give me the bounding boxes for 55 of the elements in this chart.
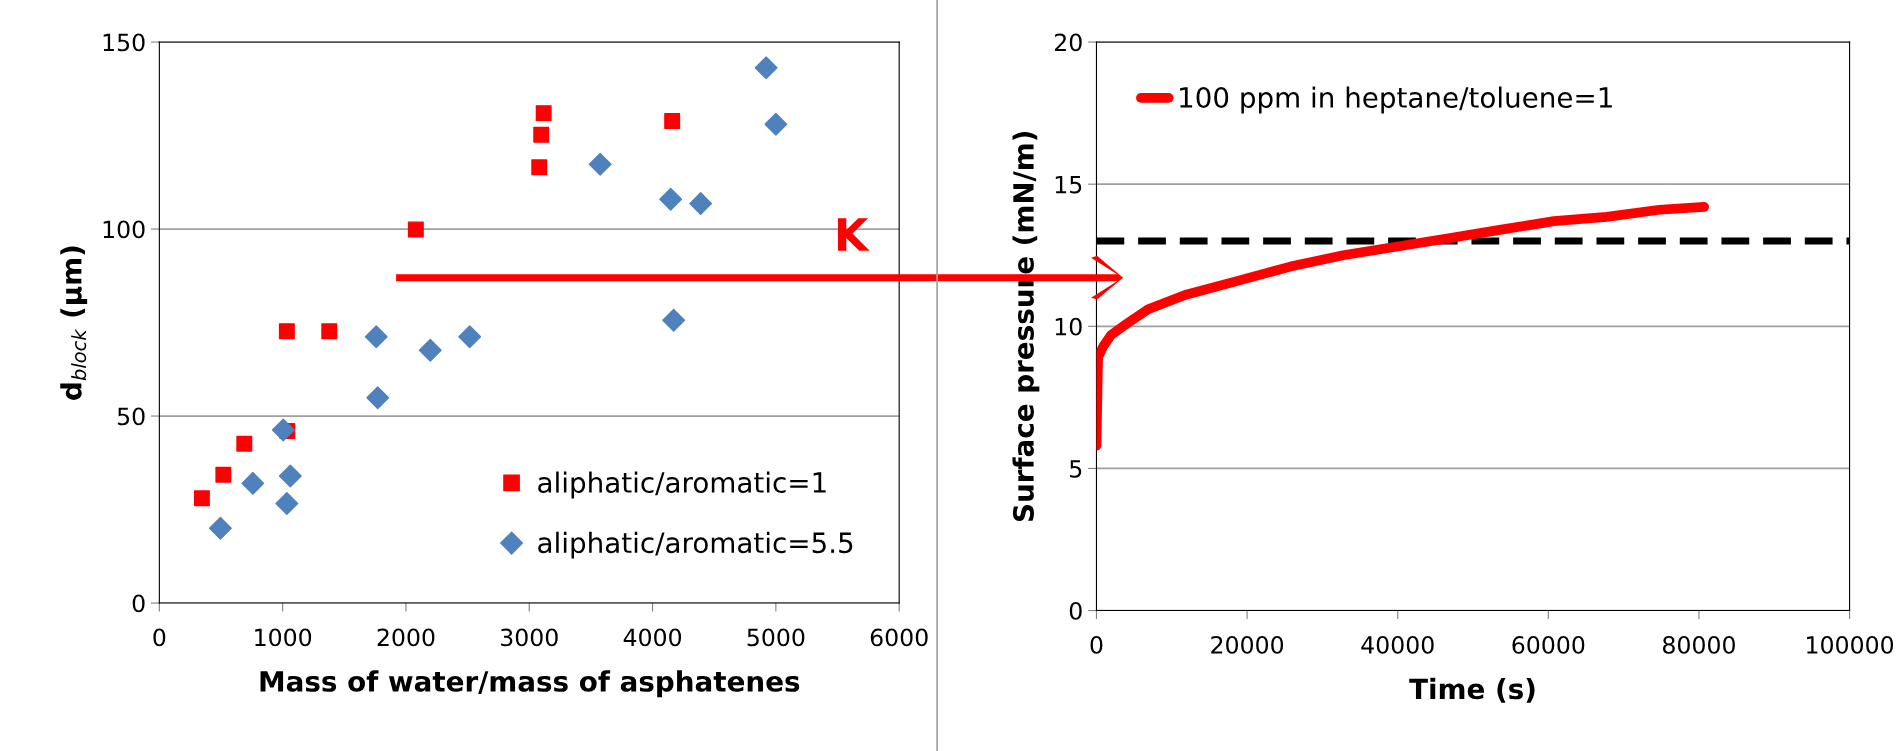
point — [278, 464, 302, 488]
point — [278, 323, 295, 340]
x-tick-label: 0 — [153, 628, 166, 647]
annotation: K — [837, 218, 870, 251]
x-tick-label: 60000 — [1512, 635, 1585, 654]
x-tick-label: 100000 — [1807, 635, 1894, 654]
point — [364, 325, 388, 349]
x-tick-label: 5000 — [747, 628, 805, 647]
y-tick-label: 20 — [1054, 33, 1082, 52]
point — [662, 308, 686, 332]
x-tick-label: 6000 — [870, 628, 928, 647]
point — [418, 338, 442, 362]
y-tick-label: 0 — [1069, 602, 1082, 620]
y-tick-label: 5 — [1070, 460, 1082, 478]
point — [271, 418, 295, 442]
point — [407, 221, 424, 238]
y-tick-label: 10 — [1055, 317, 1082, 336]
x-tick-label: 20000 — [1211, 635, 1284, 654]
point — [236, 435, 253, 452]
point — [659, 187, 683, 211]
x-axis-title: Time (s) — [1409, 677, 1535, 703]
y-axis-title: Surface pressure (mN/m) — [1012, 131, 1040, 522]
x-tick-label: 0 — [1090, 635, 1103, 654]
point — [588, 152, 612, 176]
legend-label: aliphatic/aromatic=5.5 — [538, 531, 853, 559]
x-tick-label: 3000 — [501, 628, 558, 647]
point — [664, 112, 681, 129]
y-tick-label: 150 — [103, 33, 145, 52]
point — [208, 516, 232, 540]
y-tick-label: 15 — [1055, 175, 1082, 194]
x-tick-label: 40000 — [1361, 635, 1434, 654]
legend-label: 100 ppm in heptane/toluene=1 — [1180, 86, 1612, 114]
point — [535, 105, 552, 122]
point — [215, 466, 232, 483]
y-tick-label: 100 — [103, 220, 145, 239]
x-axis-title: Mass of water/mass of asphatenes — [260, 670, 800, 698]
point — [533, 126, 550, 143]
point — [689, 192, 713, 216]
x-tick-label: 1000 — [255, 628, 312, 647]
point — [458, 325, 482, 349]
point — [531, 159, 548, 176]
y-axis-title: d$_{block}$ (μm) — [60, 246, 88, 400]
x-tick-label: 80000 — [1663, 635, 1735, 654]
point — [754, 56, 778, 80]
y-tick-label: 50 — [117, 407, 145, 426]
x-tick-label: 2000 — [377, 628, 435, 647]
point — [275, 492, 299, 516]
x-tick-label: 4000 — [623, 628, 682, 647]
point — [241, 471, 265, 495]
point — [193, 490, 210, 507]
y-tick-label: 0 — [132, 594, 145, 613]
point — [321, 323, 338, 340]
legend-label: aliphatic/aromatic=1 — [538, 471, 826, 499]
point — [366, 386, 390, 410]
point — [764, 112, 788, 136]
